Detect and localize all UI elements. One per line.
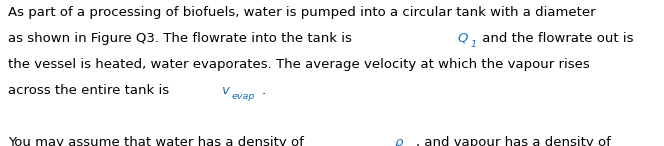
Text: evap: evap — [232, 92, 255, 101]
Text: as shown in Figure Q3. The flowrate into the tank is: as shown in Figure Q3. The flowrate into… — [8, 32, 356, 45]
Text: across the entire tank is: across the entire tank is — [8, 84, 173, 97]
Text: v: v — [221, 84, 229, 97]
Text: and the flowrate out is: and the flowrate out is — [478, 32, 638, 45]
Text: 1: 1 — [471, 40, 477, 49]
Text: Q: Q — [457, 32, 467, 45]
Text: You may assume that water has a density of: You may assume that water has a density … — [8, 136, 308, 146]
Text: the vessel is heated, water evaporates. The average velocity at which the vapour: the vessel is heated, water evaporates. … — [8, 58, 590, 71]
Text: ρ: ρ — [395, 136, 404, 146]
Text: w: w — [406, 144, 414, 146]
Text: As part of a processing of biofuels, water is pumped into a circular tank with a: As part of a processing of biofuels, wat… — [8, 6, 600, 19]
Text: , and vapour has a density of: , and vapour has a density of — [416, 136, 615, 146]
Text: .: . — [262, 84, 266, 97]
